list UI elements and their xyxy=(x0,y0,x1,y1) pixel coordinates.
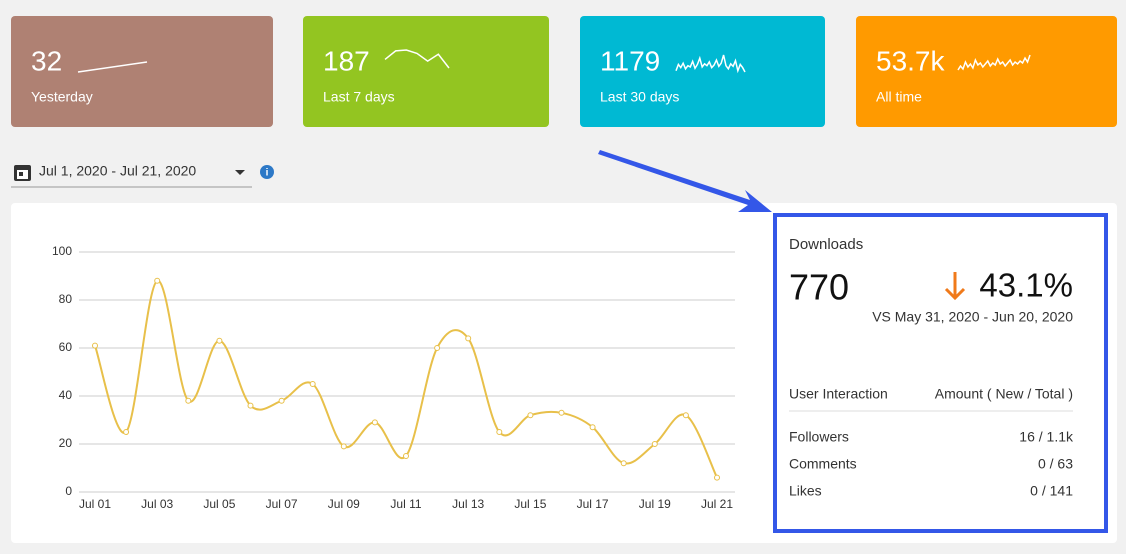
stats-change: 43.1% xyxy=(979,267,1073,304)
y-tick-label: 20 xyxy=(59,436,73,450)
stat-card[interactable] xyxy=(580,16,825,127)
y-tick-label: 100 xyxy=(52,244,72,258)
main-panel xyxy=(11,203,1117,543)
table-cell: 0 / 141 xyxy=(1030,483,1073,499)
callout-arrow xyxy=(598,150,772,212)
info-icon[interactable] xyxy=(260,165,274,179)
x-tick-label: Jul 03 xyxy=(141,497,173,511)
down-arrow xyxy=(944,272,966,301)
x-tick-label: Jul 17 xyxy=(577,497,609,511)
point xyxy=(620,460,627,467)
stats-title: Downloads xyxy=(789,236,863,253)
point xyxy=(154,277,161,284)
calendar-icon-day xyxy=(19,172,23,176)
x-tick-label: Jul 15 xyxy=(514,497,546,511)
x-tick-label: Jul 07 xyxy=(266,497,298,511)
dropdown-caret xyxy=(235,170,245,175)
table-cell: 16 / 1.1k xyxy=(1019,429,1074,445)
point xyxy=(651,441,658,447)
sparkline xyxy=(957,54,1031,71)
point xyxy=(403,453,409,459)
point xyxy=(714,474,720,481)
card-value: 1179 xyxy=(600,45,660,76)
point xyxy=(434,345,441,351)
point xyxy=(216,337,223,344)
point xyxy=(558,409,565,416)
table-cell: Comments xyxy=(789,456,857,472)
table-cell: Followers xyxy=(789,429,849,445)
point xyxy=(92,342,98,349)
highlight-box xyxy=(773,213,1108,533)
point xyxy=(278,397,285,404)
table-header: Amount ( New / Total ) xyxy=(935,386,1073,402)
x-tick-label: Jul 09 xyxy=(328,497,360,511)
point xyxy=(527,412,534,419)
sparkline xyxy=(675,54,746,74)
table-cell: Likes xyxy=(789,483,822,499)
sparkline xyxy=(384,49,450,69)
card-label: Last 30 days xyxy=(600,89,679,105)
point xyxy=(465,335,472,342)
point xyxy=(123,429,130,435)
stat-card[interactable] xyxy=(856,16,1117,127)
info-icon-glyph: i xyxy=(266,168,269,179)
point xyxy=(247,402,254,409)
card-label: Last 7 days xyxy=(323,89,395,105)
table-header: User Interaction xyxy=(789,386,888,402)
line-series xyxy=(94,279,718,479)
stats-comparison: VS May 31, 2020 - Jun 20, 2020 xyxy=(872,309,1073,325)
sparkline xyxy=(77,61,148,73)
date-range: Jul 1, 2020 - Jul 21, 2020 xyxy=(39,163,196,179)
point xyxy=(682,412,689,419)
y-tick-label: 0 xyxy=(65,484,72,498)
y-tick-label: 80 xyxy=(59,292,73,306)
point xyxy=(589,424,596,431)
table-cell: 0 / 63 xyxy=(1038,456,1073,472)
card-value: 53.7k xyxy=(876,45,945,76)
date-picker[interactable]: Jul 1, 2020 - Jul 21, 2020 xyxy=(11,163,252,188)
point xyxy=(309,381,316,387)
card-label: Yesterday xyxy=(31,89,93,105)
x-tick-label: Jul 13 xyxy=(452,497,484,511)
point xyxy=(185,397,192,404)
x-tick-label: Jul 01 xyxy=(79,497,111,511)
x-tick-label: Jul 21 xyxy=(701,497,733,511)
y-tick-label: 40 xyxy=(59,388,73,402)
y-tick-label: 60 xyxy=(59,340,73,354)
point xyxy=(340,443,347,450)
point xyxy=(496,429,503,435)
card-value: 32 xyxy=(31,45,62,76)
stats-total: 770 xyxy=(789,267,849,308)
x-tick-label: Jul 05 xyxy=(203,497,235,511)
x-tick-label: Jul 19 xyxy=(639,497,671,511)
card-value: 187 xyxy=(323,45,370,76)
x-tick-label: Jul 11 xyxy=(390,497,421,511)
stat-card[interactable] xyxy=(11,16,273,127)
point xyxy=(371,419,378,426)
card-label: All time xyxy=(876,89,922,105)
stat-card[interactable] xyxy=(303,16,549,127)
